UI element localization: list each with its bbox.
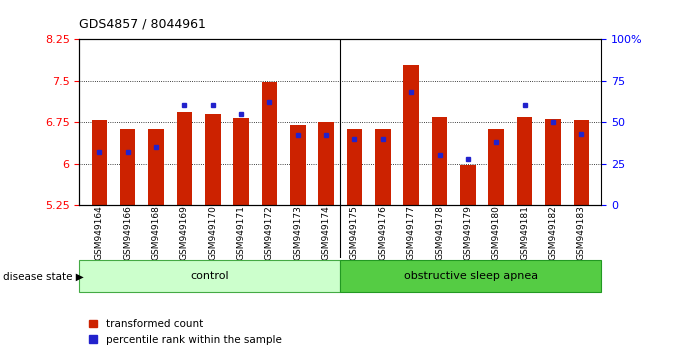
- Text: GSM949182: GSM949182: [549, 205, 558, 260]
- Text: GSM949173: GSM949173: [293, 205, 302, 260]
- Text: GSM949183: GSM949183: [577, 205, 586, 260]
- Text: GSM949181: GSM949181: [520, 205, 529, 260]
- FancyBboxPatch shape: [79, 260, 340, 292]
- Bar: [234, 118, 249, 205]
- Text: GSM949172: GSM949172: [265, 205, 274, 260]
- Text: disease state ▶: disease state ▶: [3, 272, 84, 282]
- Bar: [432, 116, 447, 205]
- Text: GSM949175: GSM949175: [350, 205, 359, 260]
- Legend: transformed count, percentile rank within the sample: transformed count, percentile rank withi…: [85, 315, 285, 349]
- Bar: [120, 129, 135, 205]
- Bar: [460, 165, 475, 205]
- Bar: [91, 120, 107, 205]
- Bar: [517, 116, 532, 205]
- Text: GSM949178: GSM949178: [435, 205, 444, 260]
- Text: GSM949169: GSM949169: [180, 205, 189, 260]
- Text: GSM949177: GSM949177: [407, 205, 416, 260]
- Bar: [375, 129, 390, 205]
- Bar: [574, 120, 589, 205]
- Text: GSM949176: GSM949176: [379, 205, 388, 260]
- Bar: [347, 129, 362, 205]
- Text: GSM949164: GSM949164: [95, 205, 104, 260]
- Bar: [177, 112, 192, 205]
- Text: GSM949171: GSM949171: [236, 205, 245, 260]
- FancyBboxPatch shape: [340, 260, 601, 292]
- Text: GSM949170: GSM949170: [208, 205, 217, 260]
- Text: GSM949179: GSM949179: [464, 205, 473, 260]
- Text: GSM949166: GSM949166: [123, 205, 132, 260]
- Bar: [489, 129, 504, 205]
- Bar: [404, 65, 419, 205]
- Bar: [149, 129, 164, 205]
- Text: GDS4857 / 8044961: GDS4857 / 8044961: [79, 17, 207, 30]
- Bar: [545, 119, 561, 205]
- Bar: [290, 125, 305, 205]
- Text: GSM949168: GSM949168: [151, 205, 160, 260]
- Text: GSM949180: GSM949180: [492, 205, 501, 260]
- Bar: [205, 114, 220, 205]
- Bar: [262, 82, 277, 205]
- Text: obstructive sleep apnea: obstructive sleep apnea: [404, 271, 538, 281]
- Bar: [319, 121, 334, 205]
- Text: GSM949174: GSM949174: [321, 205, 330, 260]
- Text: control: control: [191, 271, 229, 281]
